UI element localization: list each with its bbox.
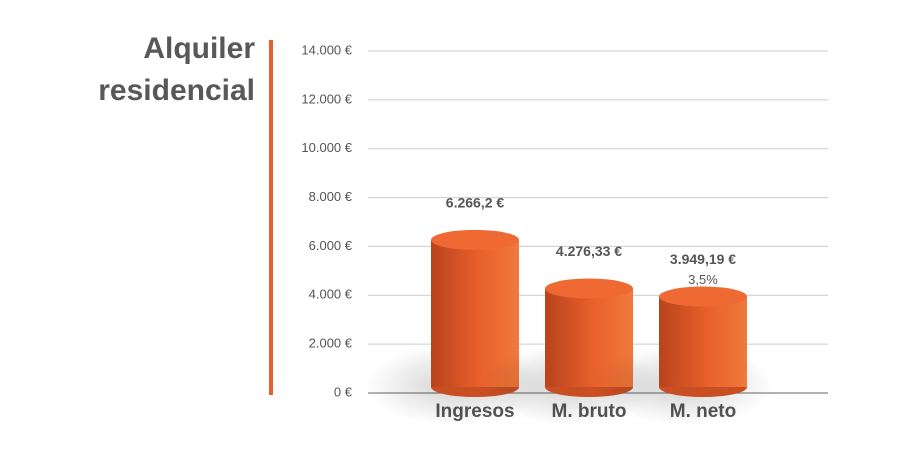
value-label: 6.266,2 € [446,195,505,211]
y-tick-label: 14.000 € [301,42,352,57]
annotation: 3,5% [688,272,718,287]
title-accent [269,40,273,395]
y-tick-label: 2.000 € [309,336,353,351]
chart-title: residencial [98,74,255,107]
y-tick-label: 4.000 € [309,287,353,302]
bar-top [431,229,519,250]
y-tick-label: 0 € [334,384,353,399]
bar-top [659,286,747,307]
value-label: 3.949,19 € [670,251,736,267]
bar-top [545,278,633,299]
y-tick-label: 10.000 € [301,140,352,155]
y-tick-label: 12.000 € [301,91,352,106]
chart-title: Alquiler [143,32,255,65]
y-tick-label: 8.000 € [309,189,353,204]
value-label: 4.276,33 € [556,243,622,259]
y-tick-label: 6.000 € [309,238,353,253]
bar [659,296,747,387]
